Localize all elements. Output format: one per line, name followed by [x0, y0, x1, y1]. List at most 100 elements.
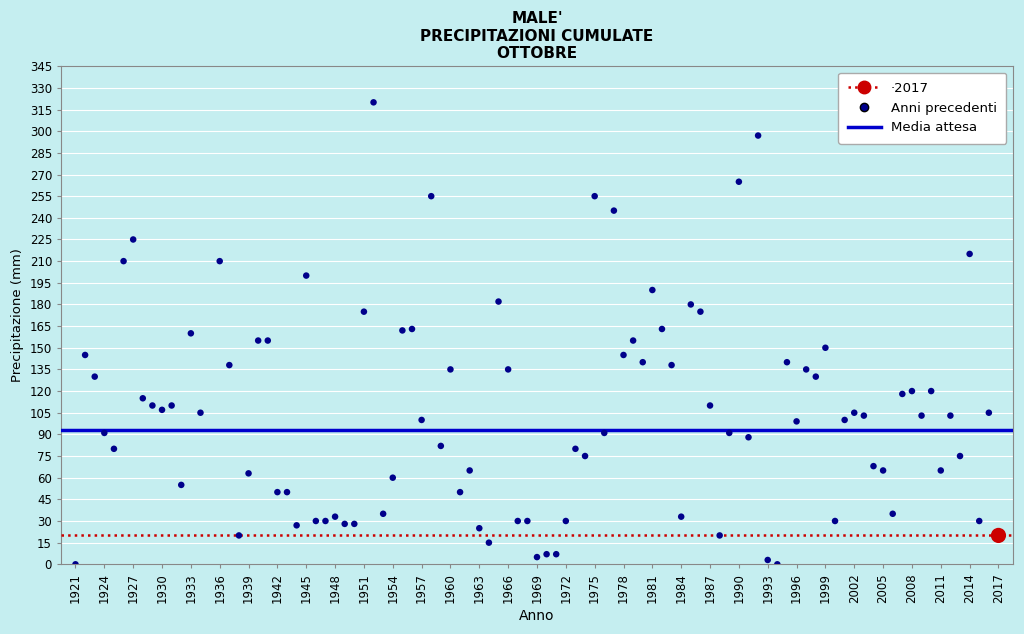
Point	[577, 451, 593, 461]
Point	[230, 531, 247, 541]
Point	[337, 519, 353, 529]
Point	[144, 401, 161, 411]
Title: MALE'
PRECIPITAZIONI CUMULATE
OTTOBRE: MALE' PRECIPITAZIONI CUMULATE OTTOBRE	[421, 11, 653, 61]
Point	[798, 365, 814, 375]
Point	[885, 508, 901, 519]
Point	[212, 256, 228, 266]
Point	[769, 559, 785, 569]
Point	[510, 516, 526, 526]
Point	[385, 472, 401, 482]
Point	[913, 411, 930, 421]
Point	[558, 516, 574, 526]
Point	[403, 324, 420, 334]
Point	[462, 465, 478, 476]
Point	[760, 555, 776, 565]
Point	[394, 325, 411, 335]
Point	[500, 365, 516, 375]
Point	[635, 357, 651, 367]
Point	[692, 307, 709, 317]
Point	[596, 428, 612, 438]
Point	[548, 549, 564, 559]
Point	[701, 401, 718, 411]
Point	[981, 408, 997, 418]
Point	[490, 297, 507, 307]
Point	[423, 191, 439, 201]
Point	[279, 487, 295, 497]
Point	[134, 393, 151, 403]
Point	[307, 516, 324, 526]
Point	[894, 389, 910, 399]
Point	[528, 552, 545, 562]
Point	[625, 335, 641, 346]
Point	[904, 386, 921, 396]
Point	[366, 97, 382, 107]
Point	[923, 386, 939, 396]
Point	[519, 516, 536, 526]
Point	[933, 465, 949, 476]
Point	[721, 428, 737, 438]
Point	[164, 401, 180, 411]
Point	[664, 360, 680, 370]
Point	[221, 360, 238, 370]
Point	[606, 205, 623, 216]
Point	[826, 516, 843, 526]
Point	[846, 408, 862, 418]
Point	[269, 487, 286, 497]
Point	[971, 516, 987, 526]
Point	[105, 444, 122, 454]
Point	[250, 335, 266, 346]
Point	[874, 465, 891, 476]
Point	[317, 516, 334, 526]
Point	[375, 508, 391, 519]
Point	[615, 350, 632, 360]
X-axis label: Anno: Anno	[519, 609, 555, 623]
Point	[355, 307, 372, 317]
Point	[480, 538, 497, 548]
Point	[414, 415, 430, 425]
Legend: ·2017, Anni precedenti, Media attesa: ·2017, Anni precedenti, Media attesa	[839, 73, 1007, 143]
Point	[68, 559, 84, 569]
Point	[289, 521, 305, 531]
Point	[298, 271, 314, 281]
Point	[856, 411, 872, 421]
Point	[116, 256, 132, 266]
Point	[837, 415, 853, 425]
Point	[433, 441, 450, 451]
Point	[587, 191, 603, 201]
Point	[673, 512, 689, 522]
Point	[539, 549, 555, 559]
Point	[683, 299, 699, 309]
Point	[77, 350, 93, 360]
Point	[712, 531, 728, 541]
Point	[125, 235, 141, 245]
Point	[779, 357, 796, 367]
Point	[442, 365, 459, 375]
Point	[471, 523, 487, 533]
Point	[452, 487, 468, 497]
Y-axis label: Precipitazione (mm): Precipitazione (mm)	[11, 249, 25, 382]
Point	[96, 428, 113, 438]
Point	[788, 417, 805, 427]
Point	[644, 285, 660, 295]
Point	[327, 512, 343, 522]
Point	[952, 451, 969, 461]
Point	[260, 335, 276, 346]
Point	[817, 343, 834, 353]
Point	[740, 432, 757, 443]
Point	[173, 480, 189, 490]
Point	[962, 249, 978, 259]
Point	[193, 408, 209, 418]
Point	[990, 531, 1007, 541]
Point	[653, 324, 670, 334]
Point	[942, 411, 958, 421]
Point	[567, 444, 584, 454]
Point	[731, 177, 748, 187]
Point	[241, 469, 257, 479]
Point	[865, 461, 882, 471]
Point	[750, 131, 766, 141]
Point	[182, 328, 199, 339]
Point	[808, 372, 824, 382]
Point	[86, 372, 102, 382]
Point	[346, 519, 362, 529]
Point	[154, 404, 170, 415]
